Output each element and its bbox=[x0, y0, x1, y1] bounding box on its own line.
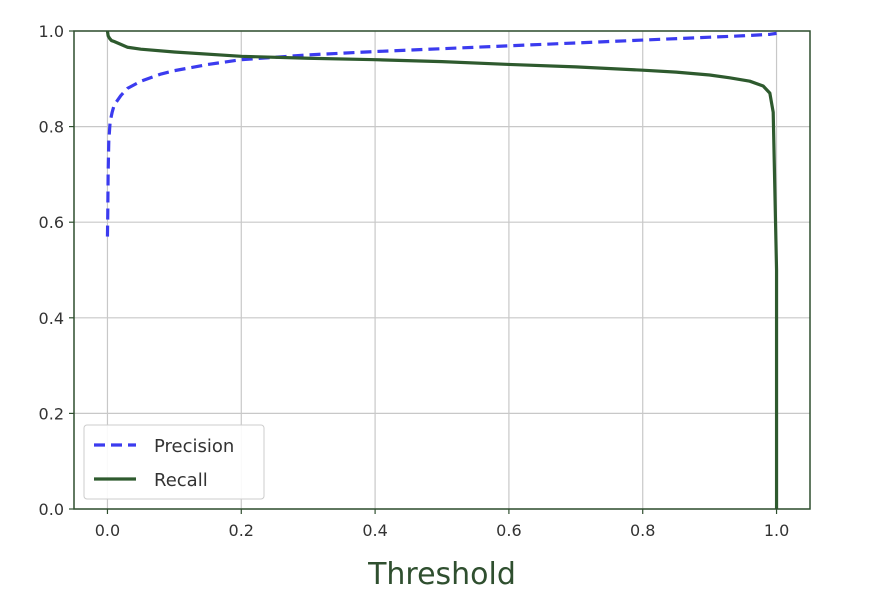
axis-ticks: 0.0 0.2 0.4 0.6 0.8 1.0 0.0 0.2 0.4 0.6 0.8 1.0 bbox=[39, 22, 790, 540]
legend: Precision Recall bbox=[83, 424, 265, 500]
y-tick-label: 0.0 bbox=[39, 500, 64, 519]
y-tick-label: 1.0 bbox=[39, 22, 64, 41]
x-tick-label: 0.4 bbox=[362, 521, 387, 540]
x-tick-label: 0.2 bbox=[229, 521, 254, 540]
x-axis-title: Threshold bbox=[367, 557, 516, 592]
series-line-precision bbox=[105, 31, 777, 237]
plot-series bbox=[105, 30, 779, 509]
legend-precision-label: Precision bbox=[154, 436, 234, 457]
series-line-recall bbox=[105, 30, 779, 509]
y-tick-label: 0.4 bbox=[39, 309, 64, 328]
x-tick-label: 1.0 bbox=[764, 521, 789, 540]
x-tick-label: 0.6 bbox=[496, 521, 521, 540]
x-tick-label: 0.0 bbox=[95, 521, 120, 540]
legend-recall-label: Recall bbox=[154, 470, 208, 491]
y-tick-label: 0.2 bbox=[39, 404, 64, 423]
y-tick-label: 0.6 bbox=[39, 213, 64, 232]
plot-frame bbox=[73, 30, 811, 510]
y-tick-label: 0.8 bbox=[39, 118, 64, 137]
x-tick-label: 0.8 bbox=[630, 521, 655, 540]
